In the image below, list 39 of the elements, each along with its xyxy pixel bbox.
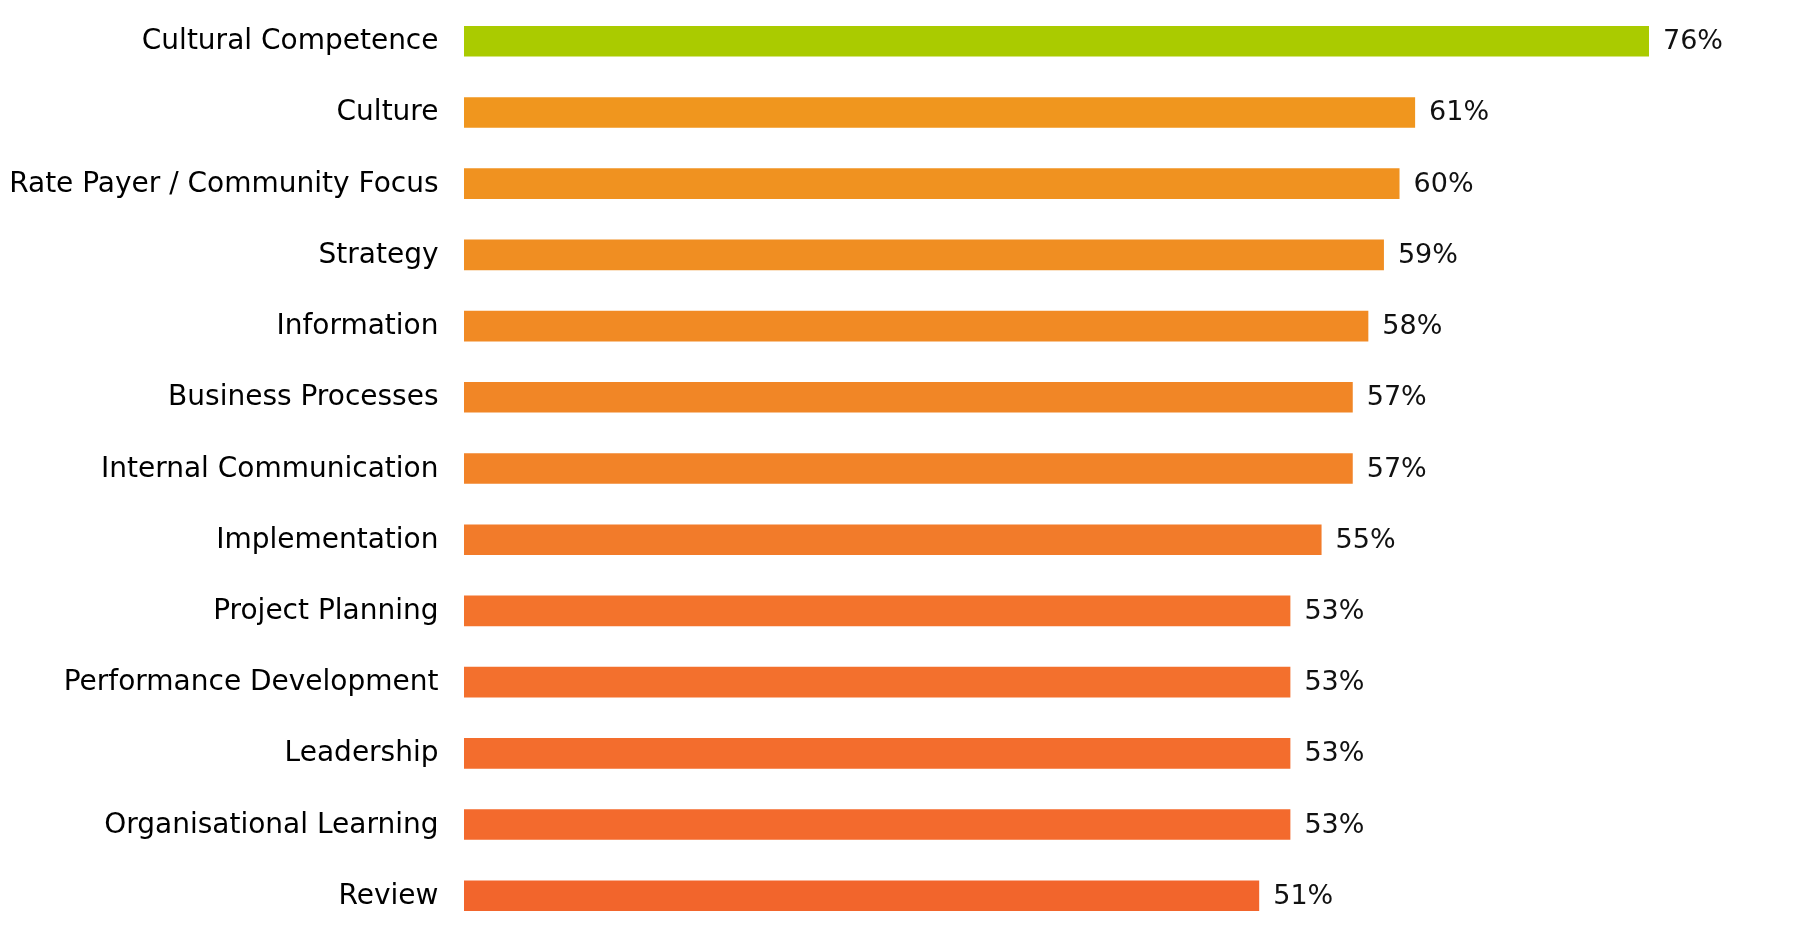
data-label: 58% xyxy=(1382,309,1443,341)
y-tick-label: Leadership xyxy=(284,735,439,769)
bar xyxy=(464,453,1353,484)
y-tick-label: Information xyxy=(276,308,439,342)
y-tick-label: Organisational Learning xyxy=(104,806,439,840)
bar xyxy=(464,25,1649,57)
y-tick-label: Business Processes xyxy=(168,379,439,413)
data-label: 76% xyxy=(1663,24,1724,56)
data-label: 59% xyxy=(1397,237,1458,269)
bar xyxy=(464,738,1291,769)
y-tick-label: Project Planning xyxy=(213,592,439,626)
y-tick-label: Cultural Competence xyxy=(141,23,439,57)
data-label: 53% xyxy=(1304,807,1365,839)
bar xyxy=(464,880,1260,912)
data-label: 57% xyxy=(1366,451,1427,483)
data-label: 53% xyxy=(1304,736,1365,768)
y-tick-label: Performance Development xyxy=(63,664,439,698)
bar xyxy=(464,524,1322,556)
bar xyxy=(464,809,1291,840)
y-tick-label: Internal Communication xyxy=(100,450,439,484)
data-label: 53% xyxy=(1304,593,1365,625)
y-tick-label: Review xyxy=(338,877,439,911)
bar xyxy=(464,310,1369,342)
y-tick-label: Culture xyxy=(336,94,439,128)
y-tick-label: Rate Payer / Community Focus xyxy=(9,165,439,199)
bar xyxy=(464,595,1291,627)
data-label: 60% xyxy=(1413,166,1474,198)
y-tick-label: Strategy xyxy=(318,236,439,270)
bar xyxy=(464,239,1384,271)
bar xyxy=(464,168,1400,199)
data-label: 51% xyxy=(1273,878,1334,910)
bar xyxy=(464,381,1353,413)
bar xyxy=(464,666,1291,698)
data-label: 61% xyxy=(1429,95,1490,127)
data-label: 53% xyxy=(1304,665,1365,697)
data-label: 55% xyxy=(1335,522,1396,554)
y-tick-label: Implementation xyxy=(216,521,439,555)
bar xyxy=(464,97,1416,128)
data-label: 57% xyxy=(1366,380,1427,412)
